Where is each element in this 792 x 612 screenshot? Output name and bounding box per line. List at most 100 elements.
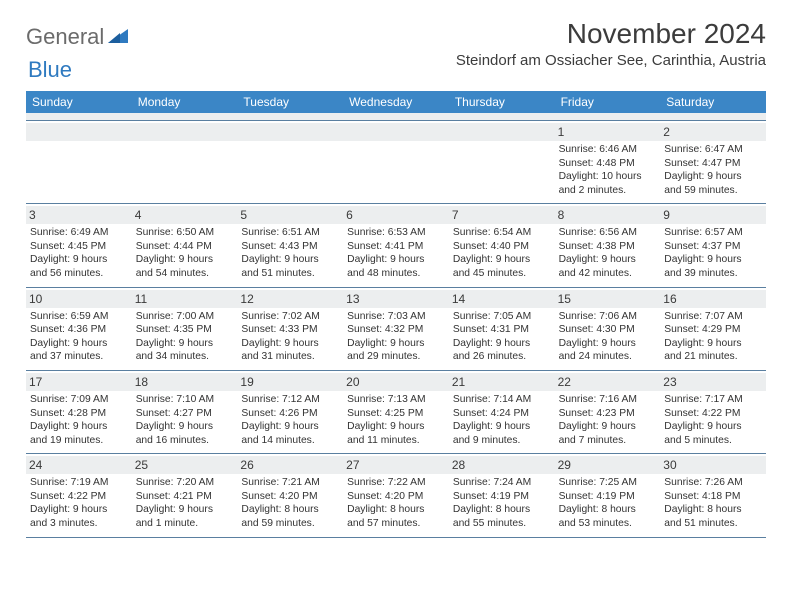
daylight-line: and 21 minutes. xyxy=(664,350,762,364)
sunrise-line: Sunrise: 7:12 AM xyxy=(241,393,339,407)
daylight-line: and 54 minutes. xyxy=(136,267,234,281)
day-number: 2 xyxy=(660,123,766,141)
day-number: 23 xyxy=(660,373,766,391)
day-number: 15 xyxy=(555,290,661,308)
title-block: November 2024 Steindorf am Ossiacher See… xyxy=(456,18,766,69)
daylight-line: and 1 minute. xyxy=(136,517,234,531)
sunset-line: Sunset: 4:22 PM xyxy=(30,490,128,504)
daylight-line: and 31 minutes. xyxy=(241,350,339,364)
sunset-line: Sunset: 4:20 PM xyxy=(347,490,445,504)
sunrise-line: Sunrise: 7:26 AM xyxy=(664,476,762,490)
daylight-line: Daylight: 9 hours xyxy=(664,170,762,184)
daylight-line: Daylight: 9 hours xyxy=(241,253,339,267)
day-number: 30 xyxy=(660,456,766,474)
day-cell xyxy=(449,121,555,203)
sunrise-line: Sunrise: 7:07 AM xyxy=(664,310,762,324)
daylight-line: and 14 minutes. xyxy=(241,434,339,448)
daylight-line: Daylight: 9 hours xyxy=(136,337,234,351)
daylight-line: and 19 minutes. xyxy=(30,434,128,448)
sunrise-line: Sunrise: 7:19 AM xyxy=(30,476,128,490)
daylight-line: and 53 minutes. xyxy=(559,517,657,531)
daylight-line: and 59 minutes. xyxy=(241,517,339,531)
sunset-line: Sunset: 4:20 PM xyxy=(241,490,339,504)
day-cell: 6Sunrise: 6:53 AMSunset: 4:41 PMDaylight… xyxy=(343,204,449,286)
sunrise-line: Sunrise: 7:02 AM xyxy=(241,310,339,324)
day-cell: 26Sunrise: 7:21 AMSunset: 4:20 PMDayligh… xyxy=(237,454,343,536)
day-cell: 16Sunrise: 7:07 AMSunset: 4:29 PMDayligh… xyxy=(660,288,766,370)
logo-text-blue: Blue xyxy=(28,57,72,83)
sunset-line: Sunset: 4:33 PM xyxy=(241,323,339,337)
daylight-line: Daylight: 9 hours xyxy=(559,253,657,267)
sunset-line: Sunset: 4:29 PM xyxy=(664,323,762,337)
day-cell: 7Sunrise: 6:54 AMSunset: 4:40 PMDaylight… xyxy=(449,204,555,286)
sunset-line: Sunset: 4:24 PM xyxy=(453,407,551,421)
sunset-line: Sunset: 4:40 PM xyxy=(453,240,551,254)
week-row: 10Sunrise: 6:59 AMSunset: 4:36 PMDayligh… xyxy=(26,288,766,371)
daylight-line: and 39 minutes. xyxy=(664,267,762,281)
daylight-line: Daylight: 9 hours xyxy=(453,253,551,267)
sunrise-line: Sunrise: 6:49 AM xyxy=(30,226,128,240)
daylight-line: Daylight: 9 hours xyxy=(664,253,762,267)
weekday-header: Tuesday xyxy=(237,91,343,113)
day-number: 26 xyxy=(237,456,343,474)
sunset-line: Sunset: 4:26 PM xyxy=(241,407,339,421)
weekday-header: Wednesday xyxy=(343,91,449,113)
daylight-line: Daylight: 8 hours xyxy=(664,503,762,517)
day-number: 20 xyxy=(343,373,449,391)
day-cell xyxy=(132,121,238,203)
logo-triangle-icon xyxy=(108,27,128,48)
sunset-line: Sunset: 4:21 PM xyxy=(136,490,234,504)
day-number: 1 xyxy=(555,123,661,141)
sunrise-line: Sunrise: 7:14 AM xyxy=(453,393,551,407)
sunrise-line: Sunrise: 6:54 AM xyxy=(453,226,551,240)
month-title: November 2024 xyxy=(456,18,766,50)
sunset-line: Sunset: 4:36 PM xyxy=(30,323,128,337)
brand-logo: General xyxy=(26,18,130,50)
week-row: 3Sunrise: 6:49 AMSunset: 4:45 PMDaylight… xyxy=(26,204,766,287)
day-cell: 22Sunrise: 7:16 AMSunset: 4:23 PMDayligh… xyxy=(555,371,661,453)
daylight-line: and 11 minutes. xyxy=(347,434,445,448)
day-cell: 20Sunrise: 7:13 AMSunset: 4:25 PMDayligh… xyxy=(343,371,449,453)
weekday-header: Saturday xyxy=(660,91,766,113)
sunset-line: Sunset: 4:47 PM xyxy=(664,157,762,171)
daylight-line: Daylight: 9 hours xyxy=(136,253,234,267)
sunrise-line: Sunrise: 7:16 AM xyxy=(559,393,657,407)
daylight-line: and 56 minutes. xyxy=(30,267,128,281)
daylight-line: Daylight: 8 hours xyxy=(453,503,551,517)
daylight-line: Daylight: 9 hours xyxy=(453,420,551,434)
day-cell: 11Sunrise: 7:00 AMSunset: 4:35 PMDayligh… xyxy=(132,288,238,370)
daylight-line: and 29 minutes. xyxy=(347,350,445,364)
sunset-line: Sunset: 4:35 PM xyxy=(136,323,234,337)
weekday-header: Thursday xyxy=(449,91,555,113)
sunrise-line: Sunrise: 6:47 AM xyxy=(664,143,762,157)
daylight-line: Daylight: 9 hours xyxy=(664,420,762,434)
daylight-line: and 42 minutes. xyxy=(559,267,657,281)
sunrise-line: Sunrise: 7:09 AM xyxy=(30,393,128,407)
sunrise-line: Sunrise: 7:22 AM xyxy=(347,476,445,490)
daylight-line: Daylight: 9 hours xyxy=(30,503,128,517)
sunrise-line: Sunrise: 7:25 AM xyxy=(559,476,657,490)
daylight-line: and 7 minutes. xyxy=(559,434,657,448)
day-cell: 2 Sunrise: 6:47 AMSunset: 4:47 PMDaylight… xyxy=(660,121,766,203)
daylight-line: Daylight: 9 hours xyxy=(347,337,445,351)
daylight-line: Daylight: 8 hours xyxy=(241,503,339,517)
day-number: 6 xyxy=(343,206,449,224)
day-number: 24 xyxy=(26,456,132,474)
daylight-line: and 5 minutes. xyxy=(664,434,762,448)
daylight-line: and 45 minutes. xyxy=(453,267,551,281)
daylight-line: and 34 minutes. xyxy=(136,350,234,364)
weekday-header: Monday xyxy=(132,91,238,113)
day-number: 27 xyxy=(343,456,449,474)
day-number xyxy=(237,123,343,141)
day-cell xyxy=(343,121,449,203)
day-cell: 24 Sunrise: 7:19 AMSunset: 4:22 PMDayligh… xyxy=(26,454,132,536)
day-cell: 15Sunrise: 7:06 AMSunset: 4:30 PMDayligh… xyxy=(555,288,661,370)
sunset-line: Sunset: 4:38 PM xyxy=(559,240,657,254)
sunset-line: Sunset: 4:23 PM xyxy=(559,407,657,421)
day-cell: 30Sunrise: 7:26 AMSunset: 4:18 PMDayligh… xyxy=(660,454,766,536)
sunrise-line: Sunrise: 7:10 AM xyxy=(136,393,234,407)
day-number: 25 xyxy=(132,456,238,474)
sunset-line: Sunset: 4:28 PM xyxy=(30,407,128,421)
sunrise-line: Sunrise: 6:56 AM xyxy=(559,226,657,240)
day-cell: 28Sunrise: 7:24 AMSunset: 4:19 PMDayligh… xyxy=(449,454,555,536)
